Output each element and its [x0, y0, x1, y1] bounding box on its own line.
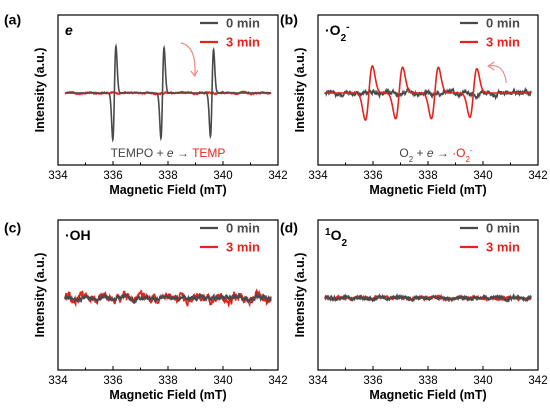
panel-label: (b): [280, 11, 298, 27]
x-axis-label: Magnetic Field (mT): [109, 183, 226, 197]
annotation-arrow: [180, 42, 196, 77]
y-axis-label: Intensity (a.u.): [293, 253, 307, 338]
chart-panel-a: (a) 334 336 338 340 342 Magnetic Field (mT) Int…: [4, 11, 288, 197]
x-tick-label: 342: [528, 170, 547, 182]
legend-label: 0 min: [486, 16, 520, 31]
annotation-arrow: [488, 65, 507, 84]
legend-label: 3 min: [226, 35, 260, 50]
legend-label: 0 min: [226, 221, 260, 236]
legend-label: 3 min: [226, 240, 260, 255]
x-tick-label: 334: [48, 170, 68, 182]
x-tick-label: 336: [363, 170, 382, 182]
annotation-arrowhead: [190, 69, 199, 78]
y-axis-label: Intensity (a.u.): [293, 48, 307, 133]
x-tick-label: 334: [308, 375, 328, 387]
series-line-0: [324, 292, 532, 303]
series-line-1: [324, 65, 532, 121]
x-tick-label: 340: [473, 375, 492, 387]
x-tick-label: 342: [268, 170, 287, 182]
panel-label: (c): [4, 219, 21, 235]
x-tick-label: 338: [418, 375, 437, 387]
series-line-0: [64, 43, 272, 143]
chart-panel-c: (c) 334 336 338 340 342 Magnetic Field (mT) Int…: [4, 219, 288, 402]
species-tag: ·O2-: [325, 22, 349, 44]
x-tick-label: 338: [158, 375, 177, 387]
legend-label: 0 min: [486, 221, 520, 236]
annotation-arrowhead: [487, 61, 495, 71]
x-tick-label: 334: [308, 170, 328, 182]
x-axis-label: Magnetic Field (mT): [369, 183, 486, 197]
series-line-0: [64, 291, 272, 305]
reaction-annotation: O2 + e → ·O2-: [399, 146, 473, 164]
species-tag: e: [65, 22, 73, 38]
y-axis-label: Intensity (a.u.): [33, 253, 47, 338]
x-tick-label: 342: [528, 375, 547, 387]
x-tick-label: 338: [418, 170, 437, 182]
legend-label: 3 min: [486, 35, 520, 50]
x-tick-label: 336: [103, 170, 122, 182]
species-tag: ·OH: [65, 227, 91, 243]
x-tick-label: 336: [103, 375, 122, 387]
panel-label: (d): [280, 219, 298, 235]
x-tick-label: 336: [363, 375, 382, 387]
panel-label: (a): [4, 11, 21, 27]
x-tick-label: 340: [473, 170, 492, 182]
x-tick-label: 340: [213, 375, 232, 387]
x-tick-label: 334: [48, 375, 68, 387]
x-tick-label: 338: [158, 170, 177, 182]
y-axis-label: Intensity (a.u.): [33, 48, 47, 133]
x-axis-label: Magnetic Field (mT): [369, 388, 486, 402]
legend-label: 3 min: [486, 240, 520, 255]
legend-label: 0 min: [226, 16, 260, 31]
x-tick-label: 340: [213, 170, 232, 182]
chart-panel-b: (b) 334 336 338 340 342 Magnetic Field (mT) Int…: [280, 11, 548, 197]
species-tag: 1O2: [325, 227, 347, 249]
reaction-annotation: TEMPO + e → TEMP: [111, 146, 226, 160]
x-axis-label: Magnetic Field (mT): [109, 388, 226, 402]
chart-panel-d: (d) 334 336 338 340 342 Magnetic Field (mT) Int…: [280, 219, 548, 402]
x-tick-label: 342: [268, 375, 287, 387]
